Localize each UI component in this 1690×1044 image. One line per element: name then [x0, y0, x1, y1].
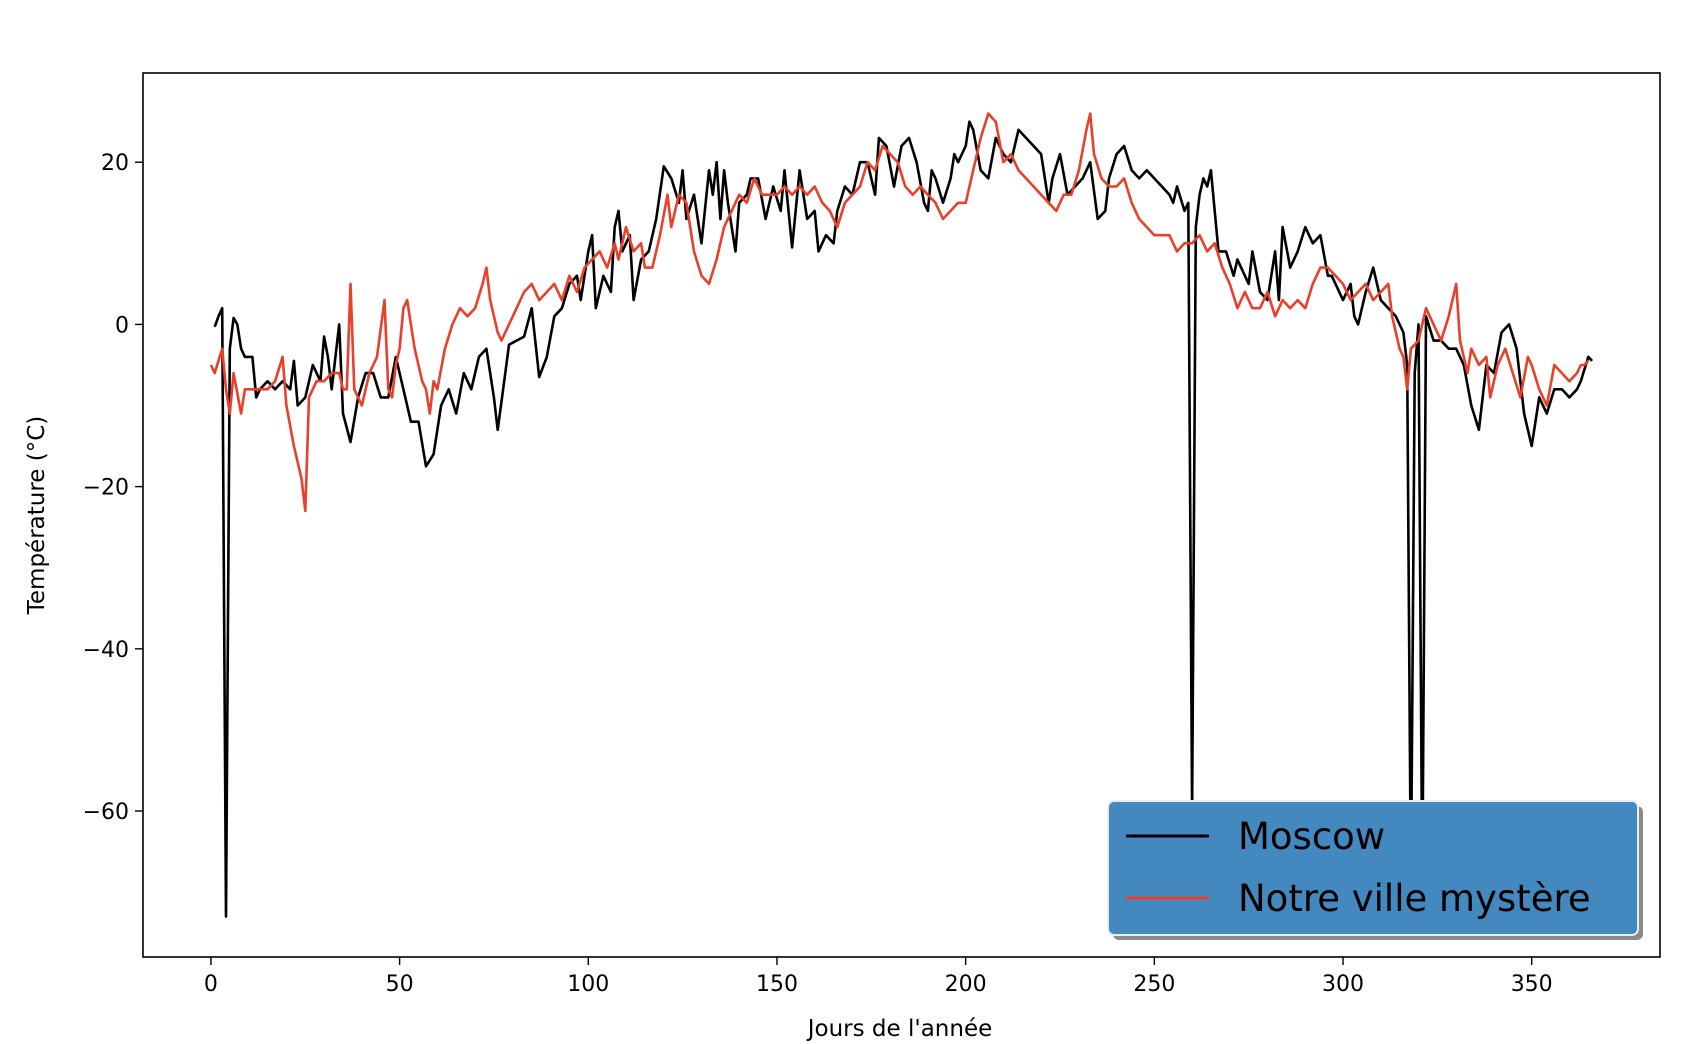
- y-axis-ticks: 20 0 −20 −40 −60: [83, 151, 143, 825]
- legend-label-notre-ville-mystere: Notre ville mystère: [1238, 877, 1591, 920]
- y-tick-label: 20: [101, 151, 129, 176]
- x-tick-label: 150: [756, 972, 798, 997]
- y-tick-label: −20: [83, 476, 129, 501]
- x-tick-label: 0: [204, 972, 218, 997]
- series-layer: [209, 112, 1594, 918]
- y-tick-label: −60: [83, 800, 129, 825]
- x-tick-label: 100: [567, 972, 609, 997]
- y-tick-label: 0: [115, 313, 129, 338]
- x-tick-label: 200: [945, 972, 987, 997]
- x-tick-label: 50: [386, 972, 414, 997]
- y-tick-label: −40: [83, 638, 129, 663]
- legend-label-moscow: Moscow: [1238, 815, 1385, 858]
- y-axis-label: Température (°C): [24, 416, 50, 616]
- legend-box: [1107, 800, 1639, 936]
- x-axis-label: Jours de l'année: [806, 1016, 993, 1042]
- plot-frame: [142, 72, 1661, 958]
- x-tick-label: 300: [1322, 972, 1364, 997]
- x-tick-label: 250: [1133, 972, 1175, 997]
- legend: Moscow Notre ville mystère: [1107, 800, 1643, 940]
- x-axis-ticks: 0 50 100 150 200 250 300 350: [204, 957, 1553, 997]
- series-line-notre-ville-mystere: [209, 112, 1590, 513]
- x-tick-label: 350: [1511, 972, 1553, 997]
